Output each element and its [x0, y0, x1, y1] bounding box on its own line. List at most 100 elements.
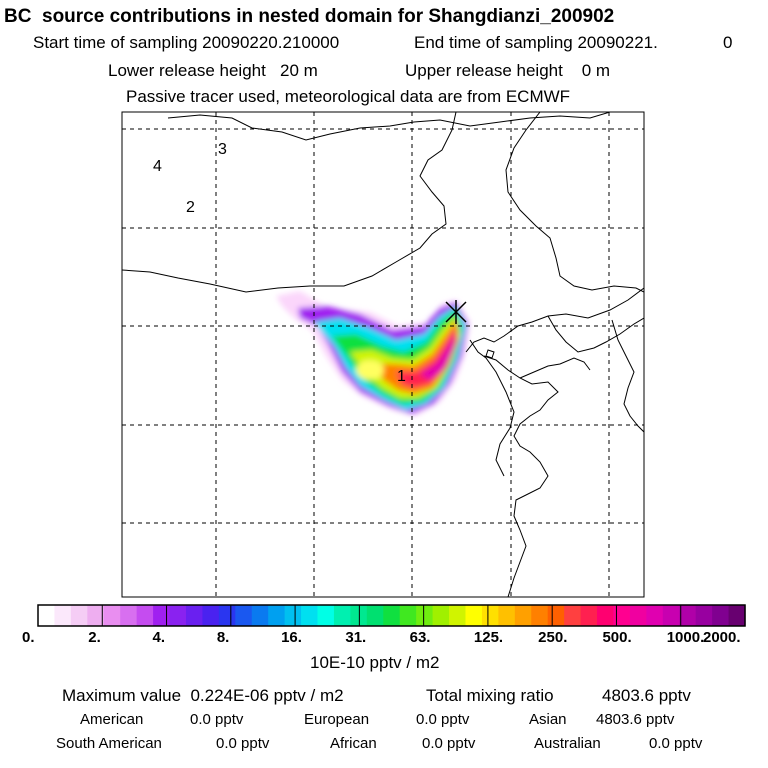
colorbar-swatch — [235, 605, 253, 626]
tracer-note: Passive tracer used, meteorological data… — [126, 87, 571, 106]
colorbar-swatch — [498, 605, 516, 626]
colorbar-swatch — [153, 605, 171, 626]
colorbar-tick-label: 1000. — [666, 629, 705, 646]
colorbar-swatch — [383, 605, 401, 626]
colorbar-swatch — [284, 605, 302, 626]
colorbar-swatch — [54, 605, 72, 626]
colorbar-tick-label: 8. — [216, 629, 230, 646]
receptor-marker — [445, 300, 467, 324]
colorbar-swatch — [597, 605, 615, 626]
river-line — [469, 339, 515, 477]
region-value-australian: 0.0 pptv — [649, 735, 703, 752]
colorbar-swatch — [481, 605, 499, 626]
coast-bohai — [465, 287, 644, 353]
colorbar-swatch — [646, 605, 664, 626]
region-name-european: European — [304, 711, 370, 728]
colorbar-swatch — [399, 605, 417, 626]
cluster-label-4: 4 — [153, 158, 162, 175]
colorbar-tick-label: 250. — [538, 629, 568, 646]
colorbar-tick-label: 0. — [22, 629, 35, 646]
colorbar-swatch — [251, 605, 269, 626]
colorbar-swatch — [185, 605, 204, 626]
map-area: 1 2 3 4 — [122, 112, 644, 597]
border-north — [167, 112, 611, 141]
concentration-plume — [276, 291, 470, 416]
colorbar-tick-label: 500. — [602, 629, 632, 646]
coast-shandong — [519, 357, 591, 379]
colorbar-swatch — [547, 605, 565, 626]
coast-east-china — [483, 355, 559, 597]
colorbar-swatch — [416, 605, 434, 626]
region-value-american: 0.0 pptv — [190, 711, 244, 728]
colorbar-swatch — [202, 605, 220, 626]
colorbar-swatch — [449, 605, 467, 626]
colorbar-swatch — [580, 605, 598, 626]
region-value-asian: 4803.6 pptv — [596, 711, 675, 728]
plume-level-higher — [396, 326, 456, 388]
colorbar-swatch — [120, 605, 138, 626]
coast-korea — [611, 319, 644, 433]
colorbar-swatch — [432, 605, 450, 626]
colorbar-frame — [37, 604, 746, 627]
colorbar-swatch — [333, 605, 351, 626]
colorbar-swatch — [564, 605, 582, 626]
colorbar-swatch — [38, 605, 56, 626]
colorbar-swatch — [531, 605, 549, 626]
coast-liaodong — [547, 315, 644, 353]
region-value-african: 0.0 pptv — [422, 735, 476, 752]
colorbar-tick-label: 2. — [88, 629, 101, 646]
total-mixing-label: Total mixing ratio — [426, 686, 554, 705]
colorbar-swatch — [268, 605, 286, 626]
colorbar-swatch — [366, 605, 384, 626]
colorbar-swatch — [465, 605, 483, 626]
plume-yellow-core — [356, 360, 384, 380]
colorbar-swatch — [514, 605, 532, 626]
colorbar-swatch — [695, 605, 713, 626]
colorbar-swatch — [218, 605, 236, 626]
colorbar-tick-label: 2000. — [703, 629, 741, 646]
region-value-south-american: 0.0 pptv — [216, 735, 270, 752]
end-time-value: 0 — [723, 33, 733, 52]
colorbar-swatch — [169, 605, 187, 626]
lower-release-height: Lower release height 20 m — [108, 61, 318, 80]
colorbar-tick-label: 31. — [345, 629, 367, 646]
cluster-label-2: 2 — [186, 199, 195, 216]
colorbar-swatch — [317, 605, 335, 626]
colorbar-tick-label: 16. — [281, 629, 302, 646]
region-name-american: American — [80, 711, 144, 728]
colorbar — [38, 605, 746, 626]
region-name-australian: Australian — [534, 735, 601, 752]
colorbar-swatch — [301, 605, 319, 626]
colorbar-swatch — [87, 605, 105, 626]
colorbar-tick-label: 4. — [152, 629, 166, 646]
lat-lon-grid — [122, 112, 644, 597]
border-east — [505, 112, 644, 293]
chart-title: BC source contributions in nested domain… — [4, 6, 615, 27]
start-time-label: Start time of sampling 20090220.210000 — [33, 33, 340, 52]
colorbar-ticks — [101, 605, 682, 626]
max-value-label: Maximum value 0.224E-06 pptv / m2 — [62, 686, 344, 705]
upper-release-height: Upper release height 0 m — [405, 61, 611, 80]
colorbar-tick-label: 125. — [473, 629, 504, 646]
colorbar-swatch — [662, 605, 680, 626]
cluster-label-3: 3 — [218, 141, 227, 158]
region-value-european: 0.0 pptv — [416, 711, 470, 728]
colorbar-swatch — [613, 605, 631, 626]
colorbar-swatch — [712, 605, 730, 626]
colorbar-swatch — [679, 605, 697, 626]
region-name-african: African — [330, 735, 377, 752]
colorbar-tick-label: 63. — [409, 629, 431, 646]
plume-level-peak — [420, 332, 455, 380]
colorbar-swatch — [103, 605, 121, 626]
colorbar-swatch — [70, 605, 88, 626]
island-small — [485, 349, 495, 359]
border-mongolia — [122, 112, 457, 293]
map-frame — [121, 111, 645, 598]
colorbar-swatch — [136, 605, 154, 626]
cluster-label-1: 1 — [397, 368, 406, 385]
region-name-south-american: South American — [56, 735, 162, 752]
colorbar-swatch — [728, 605, 746, 626]
region-name-asian: Asian — [529, 711, 567, 728]
colorbar-unit: 10E-10 pptv / m2 — [310, 653, 440, 672]
